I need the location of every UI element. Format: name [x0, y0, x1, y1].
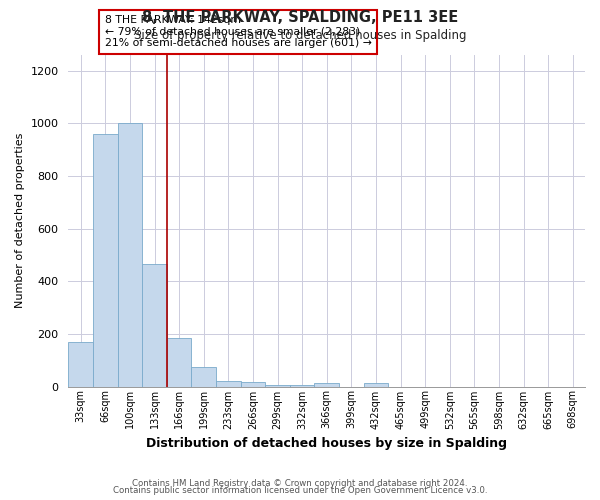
- Bar: [314, 383, 339, 386]
- Bar: [118, 124, 142, 386]
- Bar: [167, 338, 191, 386]
- Bar: [265, 385, 290, 386]
- Bar: [290, 385, 314, 386]
- Bar: [93, 134, 118, 386]
- X-axis label: Distribution of detached houses by size in Spalding: Distribution of detached houses by size …: [146, 437, 507, 450]
- Bar: [241, 382, 265, 386]
- Text: 8, THE PARKWAY, SPALDING, PE11 3EE: 8, THE PARKWAY, SPALDING, PE11 3EE: [142, 10, 458, 25]
- Text: Contains public sector information licensed under the Open Government Licence v3: Contains public sector information licen…: [113, 486, 487, 495]
- Bar: [191, 367, 216, 386]
- Text: Contains HM Land Registry data © Crown copyright and database right 2024.: Contains HM Land Registry data © Crown c…: [132, 478, 468, 488]
- Y-axis label: Number of detached properties: Number of detached properties: [15, 133, 25, 308]
- Text: 8 THE PARKWAY: 142sqm
← 79% of detached houses are smaller (2,283)
21% of semi-d: 8 THE PARKWAY: 142sqm ← 79% of detached …: [104, 15, 371, 48]
- Bar: [68, 342, 93, 386]
- Bar: [142, 264, 167, 386]
- Text: Size of property relative to detached houses in Spalding: Size of property relative to detached ho…: [134, 29, 466, 42]
- Bar: [216, 380, 241, 386]
- Bar: [364, 383, 388, 386]
